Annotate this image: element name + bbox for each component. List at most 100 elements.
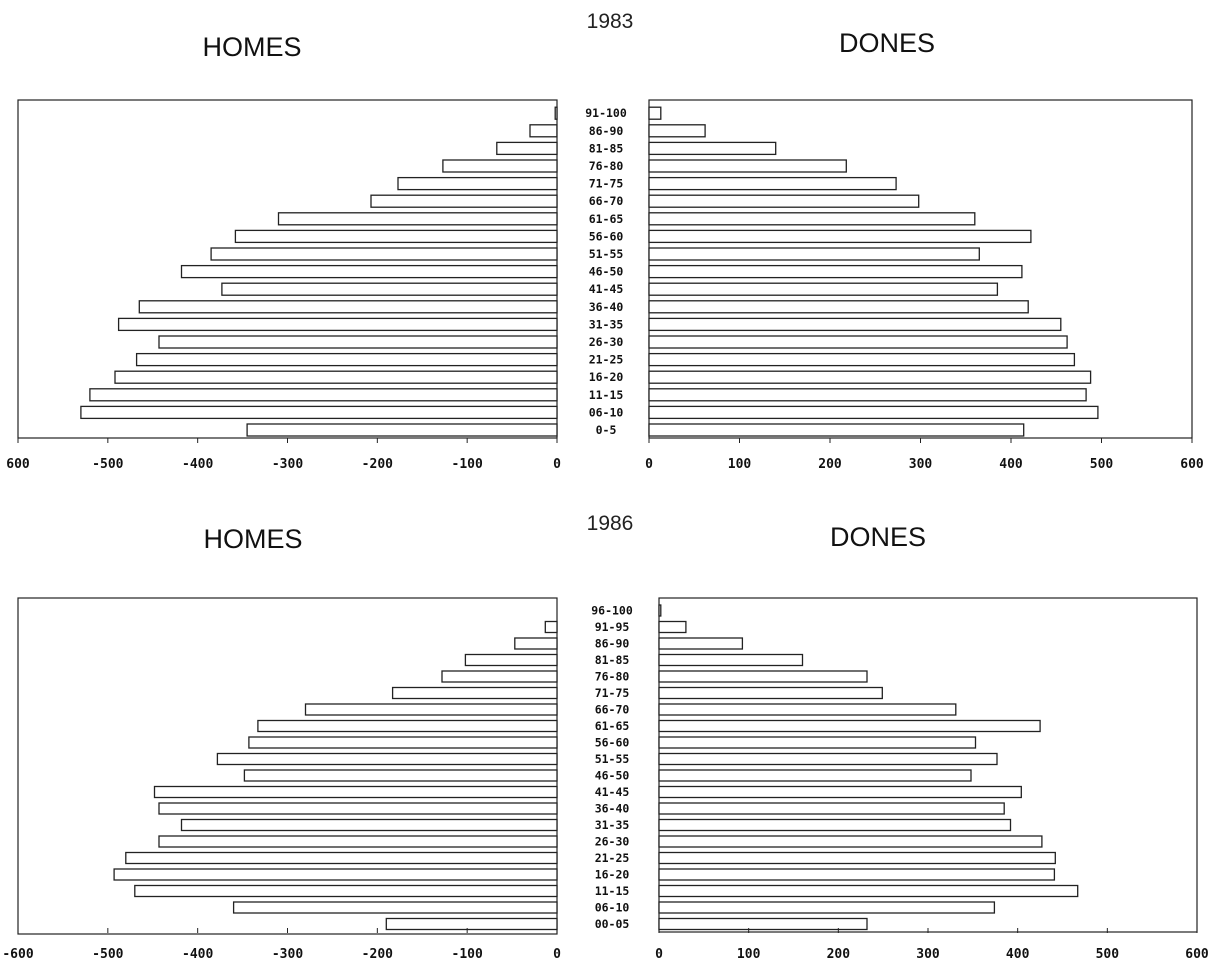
tick-label: -400 [182, 947, 213, 962]
age-group-label: 36-40 [595, 802, 630, 816]
tick-label: -400 [182, 457, 213, 472]
age-group-label: 41-45 [589, 282, 624, 296]
tick-label: 200 [818, 457, 842, 472]
homes-bar [442, 159, 558, 173]
homes-bar [153, 785, 558, 799]
tick-label: -200 [362, 947, 393, 962]
dones-bar [648, 300, 1029, 314]
tick-label: 400 [999, 457, 1023, 472]
tick-label: 0 [553, 947, 561, 962]
homes-bar [246, 423, 558, 437]
homes-axis-ticks: -600 -500 -400 -300 -200 -100 0 [2, 928, 561, 962]
homes-title: HOMES [202, 32, 301, 62]
dones-bar [658, 736, 977, 749]
dones-bar [648, 282, 999, 296]
homes-bar [544, 620, 558, 634]
dones-bar [648, 194, 920, 208]
dones-bar [648, 370, 1092, 384]
age-group-label: 81-85 [589, 141, 624, 155]
homes-bar [89, 388, 558, 402]
homes-bar [210, 247, 558, 261]
dones-bar [648, 229, 1032, 244]
dones-bar [658, 604, 662, 617]
homes-bar [114, 370, 558, 384]
dones-axis-ticks: 0 100 200 300 400 500 600 [655, 928, 1209, 962]
tick-label: -100 [452, 947, 483, 962]
dones-bar [648, 335, 1068, 349]
dones-bar [658, 851, 1056, 865]
homes-bar [441, 670, 558, 683]
tick-label: 400 [1006, 947, 1030, 962]
homes-bar [397, 176, 558, 191]
tick-label: -300 [272, 457, 303, 472]
homes-bar [554, 106, 558, 120]
homes-bar [464, 653, 558, 667]
tick-label: 600 [1185, 947, 1209, 962]
homes-bar [257, 719, 558, 733]
homes-bar [158, 802, 558, 815]
dones-bars [658, 604, 1079, 931]
dones-bar [648, 141, 777, 156]
age-group-label: 56-60 [589, 229, 624, 243]
dones-bar [658, 868, 1056, 881]
age-group-label: 86-90 [595, 637, 630, 651]
age-group-label: 46-50 [589, 265, 624, 279]
age-group-label: 91-95 [595, 620, 630, 634]
dones-bar [648, 405, 1099, 420]
age-group-label: 56-60 [595, 736, 630, 750]
age-group-label: 66-70 [595, 703, 630, 717]
dones-bar [648, 176, 897, 191]
homes-bar [221, 282, 558, 296]
dones-bar [658, 637, 744, 650]
homes-bar [125, 851, 558, 865]
age-group-label: 31-35 [589, 317, 624, 331]
homes-bar [514, 637, 558, 650]
tick-label: 0 [655, 947, 663, 962]
homes-bar [113, 868, 558, 881]
dones-bar [648, 264, 1023, 279]
tick-label: 0 [553, 457, 561, 472]
homes-bar [385, 917, 558, 931]
tick-label: 500 [1090, 457, 1114, 472]
homes-bar [234, 229, 558, 244]
age-group-label: 11-15 [595, 884, 630, 898]
age-group-label: 06-10 [589, 405, 624, 419]
homes-bar [135, 352, 558, 367]
homes-bar [232, 901, 558, 914]
pyramid-1986: 1986 HOMES DONES 00-05 06-10 11-15 16-20 21-… [2, 512, 1209, 962]
tick-label: -200 [362, 457, 393, 472]
dones-bar [658, 686, 883, 700]
age-group-label: 31-35 [595, 818, 630, 832]
tick-label: 600 [6, 457, 30, 472]
pyramid-1983: 1983 HOMES DONES 0-5 06-10 11-15 16-20 21-25… [6, 10, 1204, 472]
dones-bar [648, 247, 980, 261]
age-group-label: 96-100 [591, 604, 633, 618]
homes-plot-frame [17, 597, 558, 935]
tick-label: -100 [452, 457, 483, 472]
age-group-label: 76-80 [589, 159, 624, 173]
age-group-label: 51-55 [589, 247, 624, 261]
age-group-label: 91-100 [585, 106, 627, 120]
dones-title: DONES [839, 28, 935, 58]
age-group-label: 26-30 [595, 835, 630, 849]
age-group-label: 66-70 [589, 194, 624, 208]
dones-bar [648, 388, 1087, 402]
dones-title: DONES [830, 522, 926, 552]
homes-bar [496, 141, 558, 156]
age-group-label: 41-45 [595, 785, 630, 799]
age-group-label: 16-20 [589, 370, 624, 384]
homes-bar [391, 686, 558, 700]
dones-bar [658, 752, 998, 766]
age-group-label: 71-75 [595, 686, 630, 700]
dones-bar [648, 124, 706, 138]
tick-label: -500 [92, 947, 123, 962]
age-group-label: 21-25 [589, 353, 624, 367]
dones-bar [658, 785, 1022, 799]
dones-bar [658, 884, 1079, 898]
age-group-label: 21-25 [595, 851, 630, 865]
age-group-labels: 0-5 06-10 11-15 16-20 21-25 26-30 31-35 36-40 41… [585, 106, 627, 437]
tick-label: 600 [1180, 457, 1204, 472]
tick-label: 100 [737, 947, 761, 962]
dones-bar [658, 835, 1043, 848]
dones-bar [658, 818, 1012, 832]
